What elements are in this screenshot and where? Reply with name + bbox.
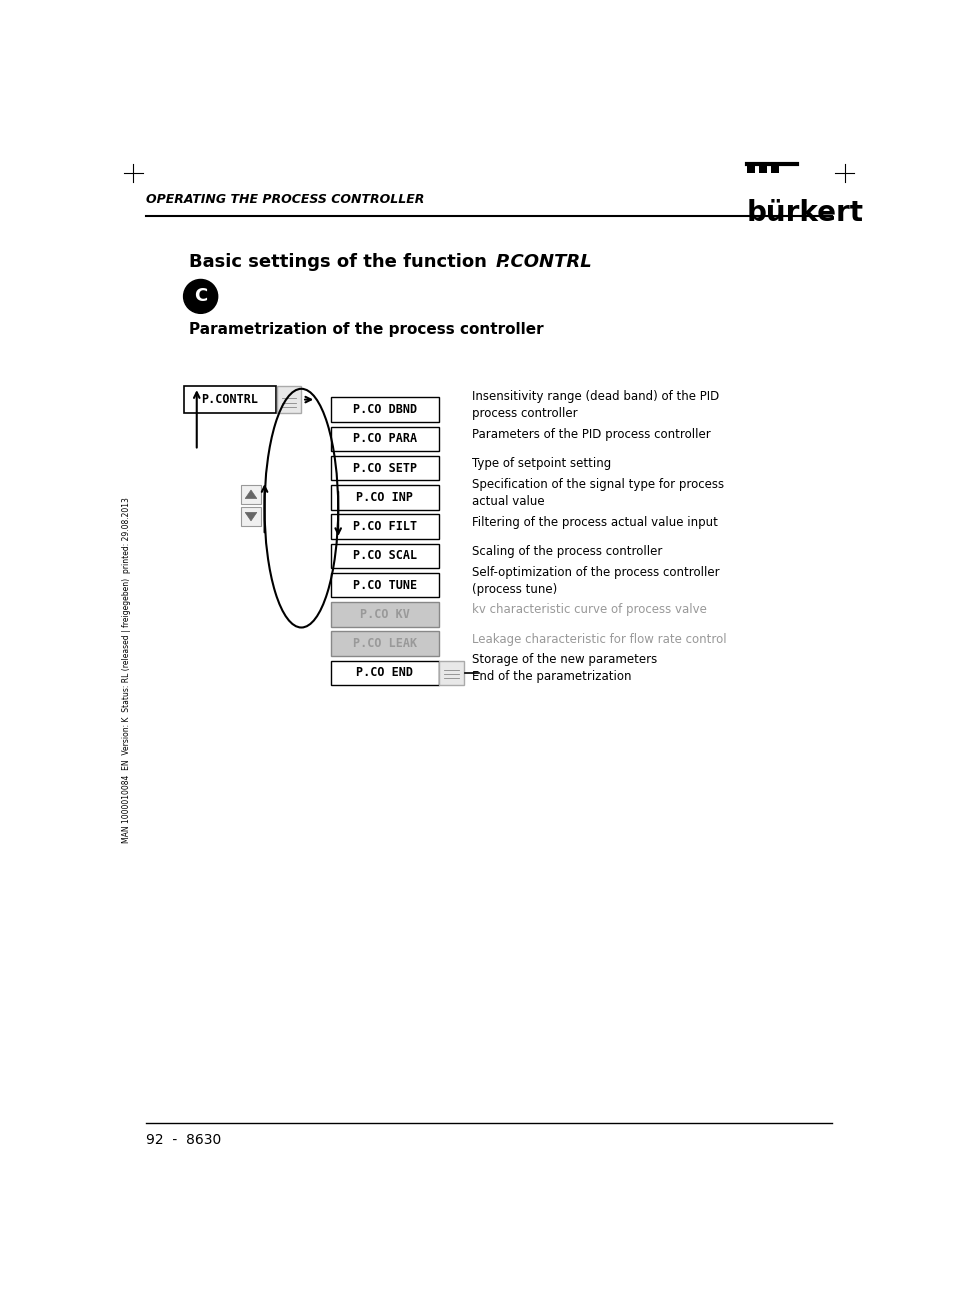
Text: C: C xyxy=(193,288,207,305)
FancyBboxPatch shape xyxy=(331,602,438,627)
Text: Storage of the new parameters
End of the parametrization: Storage of the new parameters End of the… xyxy=(472,654,657,684)
Text: Parameters of the PID process controller: Parameters of the PID process controller xyxy=(472,427,710,441)
FancyBboxPatch shape xyxy=(331,631,438,656)
FancyBboxPatch shape xyxy=(770,166,778,174)
Text: Insensitivity range (dead band) of the PID
process controller: Insensitivity range (dead band) of the P… xyxy=(472,391,719,419)
FancyBboxPatch shape xyxy=(746,166,754,174)
Text: Basic settings of the function: Basic settings of the function xyxy=(189,252,493,271)
Text: Leakage characteristic for flow rate control: Leakage characteristic for flow rate con… xyxy=(472,633,726,646)
Text: P.CO TUNE: P.CO TUNE xyxy=(353,579,416,592)
FancyBboxPatch shape xyxy=(439,660,464,685)
Text: Type of setpoint setting: Type of setpoint setting xyxy=(472,458,611,469)
Text: 92  -  8630: 92 - 8630 xyxy=(146,1134,221,1148)
FancyBboxPatch shape xyxy=(331,426,438,451)
Text: OPERATING THE PROCESS CONTROLLER: OPERATING THE PROCESS CONTROLLER xyxy=(146,193,424,206)
Text: bürkert: bürkert xyxy=(746,199,863,226)
FancyBboxPatch shape xyxy=(331,456,438,480)
FancyBboxPatch shape xyxy=(331,485,438,510)
Circle shape xyxy=(183,280,217,313)
Text: Parametrization of the process controller: Parametrization of the process controlle… xyxy=(189,322,543,337)
Text: P.CONTRL: P.CONTRL xyxy=(495,252,591,271)
Text: P.CO LEAK: P.CO LEAK xyxy=(353,638,416,650)
FancyBboxPatch shape xyxy=(276,385,301,413)
Text: P.CO INP: P.CO INP xyxy=(355,490,413,504)
Text: Scaling of the process controller: Scaling of the process controller xyxy=(472,544,661,558)
FancyBboxPatch shape xyxy=(240,485,261,504)
Text: P.CO PARA: P.CO PARA xyxy=(353,433,416,446)
Text: Specification of the signal type for process
actual value: Specification of the signal type for pro… xyxy=(472,477,723,508)
Polygon shape xyxy=(245,490,256,498)
Text: Filtering of the process actual value input: Filtering of the process actual value in… xyxy=(472,515,717,529)
FancyBboxPatch shape xyxy=(331,514,438,539)
Text: P.CO SETP: P.CO SETP xyxy=(353,462,416,475)
Text: P.CO FILT: P.CO FILT xyxy=(353,521,416,533)
Text: P.CO SCAL: P.CO SCAL xyxy=(353,550,416,563)
FancyBboxPatch shape xyxy=(240,508,261,526)
FancyBboxPatch shape xyxy=(331,660,438,685)
Polygon shape xyxy=(245,513,256,521)
Text: P.CO DBND: P.CO DBND xyxy=(353,404,416,416)
FancyBboxPatch shape xyxy=(331,397,438,422)
Text: kv characteristic curve of process valve: kv characteristic curve of process valve xyxy=(472,604,706,617)
FancyBboxPatch shape xyxy=(183,385,275,413)
FancyBboxPatch shape xyxy=(759,166,766,174)
Text: MAN 1000010084  EN  Version: K  Status: RL (released | freigegeben)  printed: 29: MAN 1000010084 EN Version: K Status: RL … xyxy=(122,497,132,843)
Text: Self-optimization of the process controller
(process tune): Self-optimization of the process control… xyxy=(472,565,719,596)
Text: P.CO KV: P.CO KV xyxy=(359,608,409,621)
Text: P.CO END: P.CO END xyxy=(355,667,413,680)
FancyBboxPatch shape xyxy=(331,543,438,568)
Text: P.CONTRL: P.CONTRL xyxy=(201,393,258,406)
FancyBboxPatch shape xyxy=(331,573,438,597)
